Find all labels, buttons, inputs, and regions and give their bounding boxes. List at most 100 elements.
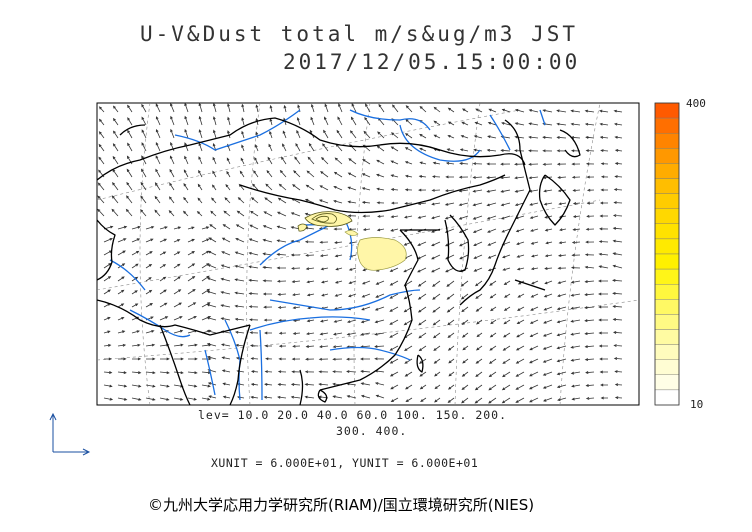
wind-arrow xyxy=(209,224,217,230)
wind-arrow xyxy=(241,103,245,113)
wind-arrow xyxy=(557,266,567,270)
wind-arrow xyxy=(187,343,198,347)
wind-arrow xyxy=(360,394,371,399)
wind-arrow xyxy=(187,289,196,295)
wind-arrow xyxy=(333,186,343,191)
wind-arrow xyxy=(585,149,595,153)
wind-arrow xyxy=(530,241,539,245)
wind-arrow xyxy=(145,264,153,269)
wind-arrow xyxy=(290,383,301,386)
wind-arrow xyxy=(517,306,525,311)
wind-arrow xyxy=(131,357,142,361)
wind-arrow xyxy=(612,239,623,243)
wind-arrow xyxy=(333,319,343,323)
colorbar-swatch xyxy=(654,344,680,360)
wind-arrow xyxy=(613,188,623,192)
wind-arrow xyxy=(264,383,273,386)
wind-arrow xyxy=(262,279,273,283)
colorbar-max-label: 400 xyxy=(686,97,706,110)
wind-arrow xyxy=(600,396,608,400)
wind-arrow xyxy=(571,162,581,166)
wind-arrow xyxy=(279,169,287,178)
wind-arrow xyxy=(599,370,608,374)
wind-arrow xyxy=(211,197,217,204)
wind-arrow xyxy=(614,175,623,179)
wind-arrow xyxy=(613,344,623,347)
wind-arrow xyxy=(220,264,231,269)
wind-arrow xyxy=(418,332,427,339)
wind-arrow xyxy=(131,290,138,295)
wind-arrow xyxy=(405,384,413,390)
wind-arrow xyxy=(376,145,385,152)
wind-arrow xyxy=(598,292,608,296)
wind-arrow xyxy=(291,266,301,270)
wind-arrow xyxy=(173,289,182,295)
wind-arrow xyxy=(140,209,147,217)
wind-arrow xyxy=(324,116,329,126)
wind-arrow xyxy=(248,278,259,282)
wind-arrow xyxy=(586,201,595,205)
wind-arrow xyxy=(310,103,315,113)
wind-arrow xyxy=(557,176,567,179)
wind-arrow xyxy=(542,384,553,389)
wind-arrow xyxy=(584,280,595,284)
wind-arrow xyxy=(462,358,469,364)
wind-arrow xyxy=(403,319,413,326)
wind-arrow xyxy=(585,227,595,231)
wind-arrow xyxy=(612,305,623,308)
wind-arrow xyxy=(375,394,385,399)
wind-arrow xyxy=(488,397,497,404)
wind-arrow xyxy=(418,345,427,352)
wind-arrow xyxy=(404,215,413,219)
colorbar-swatch xyxy=(654,223,680,240)
wind-arrow xyxy=(265,183,273,191)
wind-arrow xyxy=(145,397,156,401)
wind-arrow xyxy=(584,122,595,126)
wind-arrow xyxy=(543,189,553,193)
wind-arrow xyxy=(501,397,511,404)
wind-arrow xyxy=(159,289,167,295)
wind-arrow xyxy=(472,189,483,193)
wind-arrow xyxy=(254,156,259,165)
wind-arrow xyxy=(264,197,273,204)
wind-arrow xyxy=(183,169,189,178)
wind-arrow xyxy=(404,161,413,165)
wind-arrow xyxy=(585,136,595,139)
wind-arrow xyxy=(320,267,329,271)
wind-arrow xyxy=(559,228,567,232)
wind-arrow xyxy=(307,156,315,165)
wind-arrow xyxy=(419,147,427,152)
wind-arrow xyxy=(113,130,119,139)
wind-arrow xyxy=(241,130,245,139)
wind-arrow xyxy=(528,135,539,139)
wind-arrow xyxy=(417,280,427,287)
wind-arrow xyxy=(305,357,315,361)
wind-arrow xyxy=(556,371,567,376)
wind-arrow xyxy=(503,319,511,325)
wind-arrow xyxy=(155,141,161,152)
wind-arrow xyxy=(346,395,357,399)
wind-arrow xyxy=(458,241,469,247)
colorbar-swatch xyxy=(654,253,680,270)
wind-arrow xyxy=(212,170,217,178)
wind-arrow xyxy=(584,358,595,361)
wind-arrow xyxy=(198,129,203,139)
wind-arrow xyxy=(103,357,113,361)
wind-arrow xyxy=(117,343,127,347)
wind-arrow xyxy=(117,250,126,256)
wind-arrow xyxy=(332,345,343,349)
wind-arrow xyxy=(362,228,371,231)
wind-arrow xyxy=(390,146,399,152)
wind-arrow xyxy=(154,209,161,217)
wind-arrow xyxy=(572,228,581,231)
wind-arrow xyxy=(346,357,357,361)
wind-arrow xyxy=(169,182,175,191)
wind-arrow xyxy=(220,317,231,321)
wind-arrow xyxy=(431,188,441,192)
wind-arrow xyxy=(472,162,483,166)
wind-arrow xyxy=(418,175,427,178)
wind-arrow xyxy=(458,202,469,206)
wind-arrow xyxy=(187,302,197,308)
wind-arrow xyxy=(584,265,595,269)
wind-arrow xyxy=(528,384,539,390)
